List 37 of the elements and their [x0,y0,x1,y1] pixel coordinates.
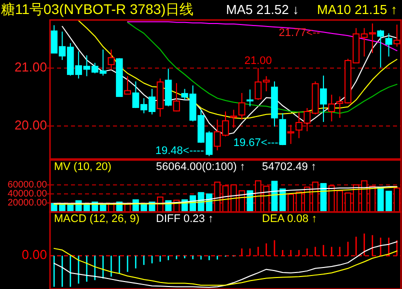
candlestick [108,49,115,70]
annotation: 21.77<-- [278,27,320,39]
text: MA5 21.52 ↓ [226,2,299,17]
candlestick [124,76,131,95]
bar [394,188,400,212]
bar [214,182,221,212]
candlestick [173,82,180,112]
candlestick [246,89,254,107]
annotation: 54702.49 ↑ [262,161,316,173]
y-tick-label: 60000.00 [8,179,47,190]
chart-title: 糖11号03(NYBOT-R 3783)日线 [1,1,194,17]
chart-title: MACD (12, 26, 9) [54,213,140,225]
candlestick [377,29,384,68]
bar [344,192,352,212]
line-series [127,21,398,52]
bar [288,194,294,212]
text: DEA 0.08 ↑ [262,213,318,225]
ref-line-label: 0.00 [22,247,47,262]
candlestick [385,32,392,57]
annotation: 19.67<---- [233,137,282,149]
candlestick [287,124,294,144]
annotation: 21.00 [244,55,272,68]
text: MA10 21.15 ↑ [317,2,398,17]
y-tick-label: 21.00 [14,60,47,75]
annotation: 19.48<---- [155,145,204,157]
candlestick [393,24,400,48]
candlestick [230,109,238,128]
y-tick-label: 40000.00 [8,188,47,200]
candlestick [238,92,246,120]
candlestick [320,75,327,122]
y-tick-label: 20.00 [14,117,47,132]
bar [157,196,164,212]
annotation: 56064.00(0:100) ↑ [156,161,246,173]
bar [279,188,286,212]
y-tick-label: 20000.00 [8,197,47,208]
chart-title: MV (10, 20) [54,161,112,173]
text: DIFF 0.23 ↑ [156,213,214,225]
